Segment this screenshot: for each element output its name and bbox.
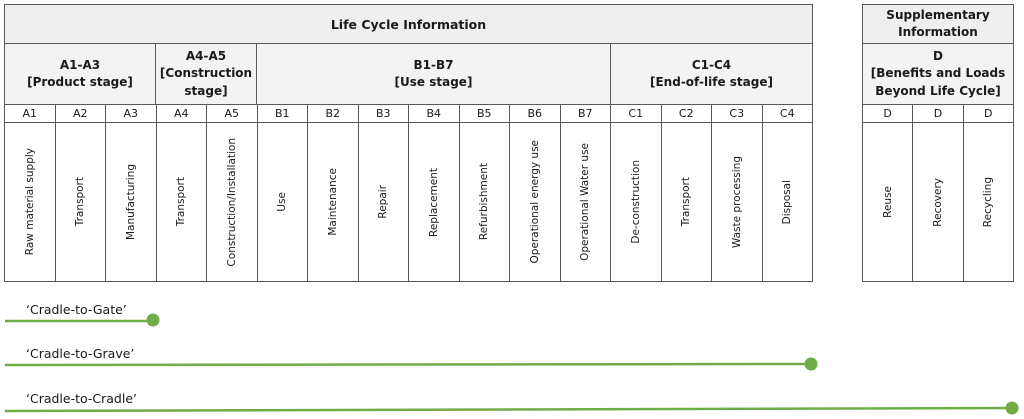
module-stage-cell-5: Use [256,122,308,282]
module-stage-cell-13: Transport [660,122,712,282]
module-code-15: C4 [761,104,813,123]
lifecycle-title: Life Cycle Information [4,4,813,44]
group-c1-c4-code: C1-C4 [691,57,732,72]
module-code-11: B7 [559,104,611,123]
group-a1-a3: A1-A3 [Product stage] [4,43,156,105]
module-stage-cell-10: Operational energy use [509,122,561,282]
group-d: D [Benefits and Loads Beyond Life Cycle] [862,43,1014,105]
scope-end-cradle-to-grave [804,357,818,371]
module-stage-cell-2: Manufacturing [105,122,157,282]
module-code-2: A3 [105,104,157,123]
group-c1-c4: C1-C4 [End-of-life stage] [610,43,813,105]
module-stage-cell-0: Raw material supply [4,122,56,282]
module-stage-cell-14: Waste processing [711,122,763,282]
supplementary-title: Supplementary Information [862,4,1014,44]
supp-module-stage-cell-1: Recovery [912,122,964,282]
module-stage-cell-4: Construction/Installation [206,122,258,282]
group-d-code: D [933,48,943,63]
group-a4-a5-code: A4-A5 [185,48,227,63]
scope-line-cradle-to-cradle [4,406,1013,413]
module-code-3: A4 [155,104,207,123]
module-code-10: B6 [509,104,561,123]
group-a4-a5-label: [Construction stage] [159,66,253,98]
group-d-label: [Benefits and Loads Beyond Life Cycle] [870,66,1006,98]
module-stage-cell-3: Transport [155,122,207,282]
scope-label-cradle-to-gate: ‘Cradle-to-Gate’ [26,302,127,317]
scope-label-cradle-to-grave: ‘Cradle-to-Grave’ [26,346,135,361]
module-stage-cell-1: Transport [54,122,106,282]
module-code-9: B5 [458,104,510,123]
group-a1-a3-label: [Product stage] [27,75,133,89]
supp-module-stage-cell-2: Recycling [962,122,1014,282]
module-stage-cell-9: Refurbishment [458,122,510,282]
scope-line-cradle-to-grave [4,362,812,367]
module-stage-cell-11: Operational Water use [559,122,611,282]
module-stage-cell-15: Disposal [761,122,813,282]
group-b1-b7-code: B1-B7 [413,57,454,72]
group-a1-a3-code: A1-A3 [59,57,101,72]
scope-label-cradle-to-cradle: ‘Cradle-to-Cradle’ [26,391,137,406]
group-c1-c4-label: [End-of-life stage] [650,75,773,89]
scope-end-cradle-to-cradle [1005,401,1019,415]
scope-end-cradle-to-gate [146,313,160,327]
supplementary-title-text: Supplementary Information [886,7,990,39]
group-b1-b7: B1-B7 [Use stage] [256,43,611,105]
group-b1-b7-label: [Use stage] [394,75,473,89]
